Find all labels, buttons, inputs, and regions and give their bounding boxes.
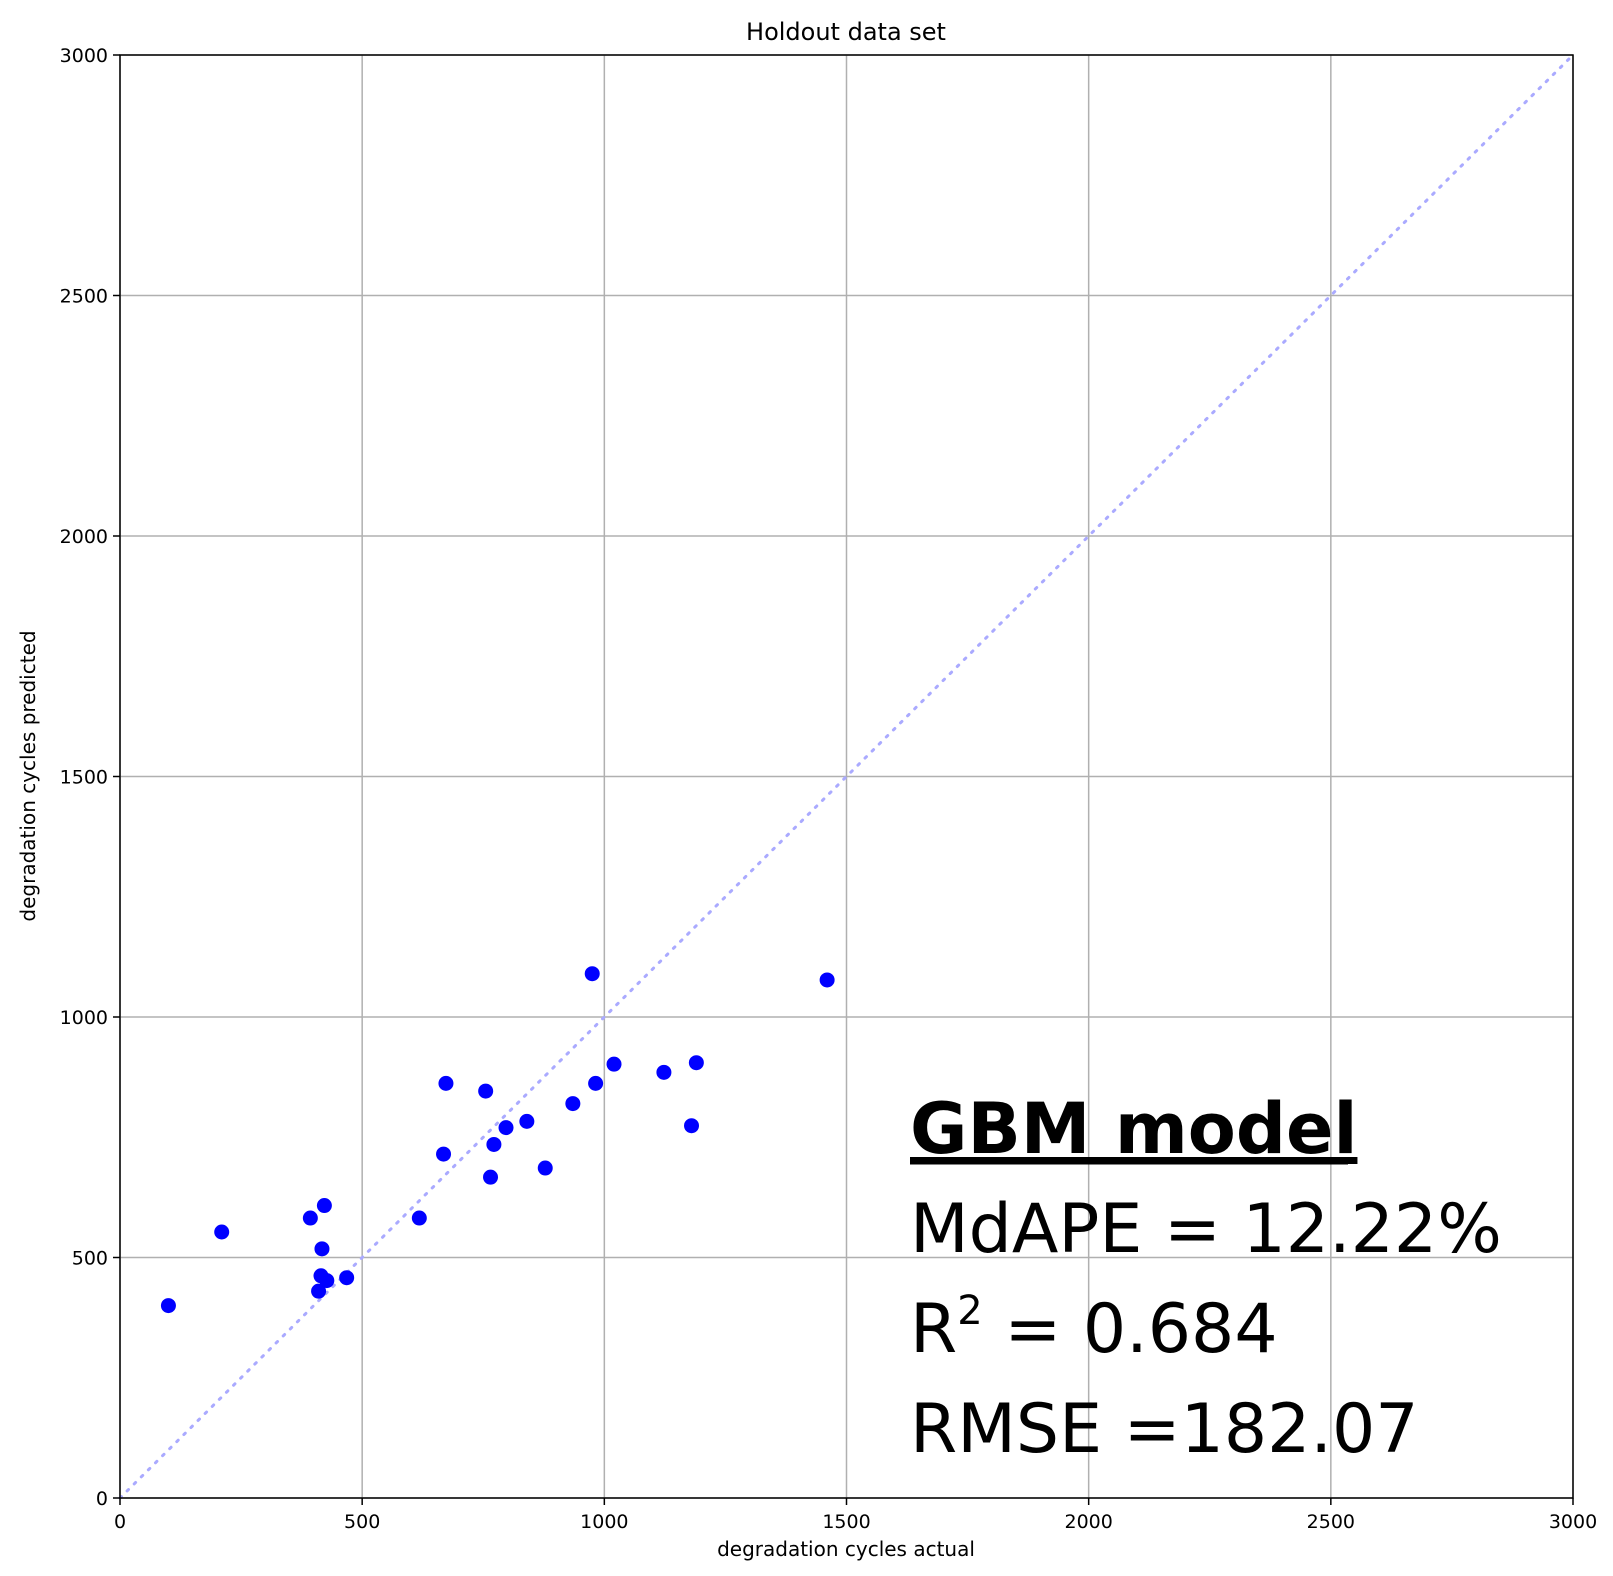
data-point: [478, 1083, 494, 1099]
data-point: [656, 1064, 672, 1080]
mdape-metric: MdAPE = 12.22%: [910, 1190, 1502, 1269]
x-axis-label: degradation cycles actual: [717, 1537, 975, 1561]
metrics-annotation: GBM model MdAPE = 12.22% R2 = 0.684 RMSE…: [910, 1088, 1502, 1469]
data-point: [565, 1096, 581, 1112]
data-point: [483, 1169, 499, 1185]
y-tick-label: 500: [72, 1248, 108, 1270]
data-points: [160, 966, 835, 1314]
y-tick-label: 1500: [60, 767, 108, 789]
data-point: [160, 1298, 176, 1314]
r2-value: = 0.684: [983, 1290, 1278, 1369]
data-point: [819, 972, 835, 988]
x-tick-label: 0: [114, 1511, 126, 1533]
r2-metric: R2 = 0.684: [910, 1288, 1278, 1369]
data-point: [311, 1283, 327, 1299]
rmse-metric: RMSE =182.07: [910, 1390, 1419, 1469]
x-tick-label: 1000: [580, 1511, 628, 1533]
y-tick-label: 0: [96, 1488, 108, 1510]
y-tick-label: 1000: [60, 1007, 108, 1029]
x-tick-label: 500: [344, 1511, 380, 1533]
y-tick-label: 3000: [60, 45, 108, 67]
data-point: [606, 1056, 622, 1072]
y-axis-ticks: 0 500 1000 1500 2000 2500 3000: [60, 45, 120, 1510]
x-axis-ticks: 0 500 1000 1500 2000 2500 3000: [114, 1498, 1597, 1533]
data-point: [214, 1224, 230, 1240]
y-tick-label: 2000: [60, 526, 108, 548]
model-name-heading: GBM model: [910, 1088, 1357, 1170]
data-point: [498, 1120, 514, 1136]
data-point: [486, 1136, 502, 1152]
x-tick-label: 1500: [822, 1511, 870, 1533]
data-point: [411, 1210, 427, 1226]
data-point: [316, 1198, 332, 1214]
y-tick-label: 2500: [60, 286, 108, 308]
data-point: [438, 1075, 454, 1091]
data-point: [588, 1075, 604, 1091]
x-tick-label: 3000: [1549, 1511, 1597, 1533]
data-point: [302, 1210, 318, 1226]
data-point: [519, 1113, 535, 1129]
r2-symbol: R: [910, 1290, 957, 1369]
r2-superscript: 2: [957, 1288, 982, 1334]
chart-title: Holdout data set: [746, 18, 946, 46]
x-tick-label: 2000: [1064, 1511, 1112, 1533]
data-point: [688, 1055, 704, 1071]
data-point: [339, 1270, 355, 1286]
data-point: [314, 1241, 330, 1257]
data-point: [684, 1118, 700, 1134]
data-point: [436, 1146, 452, 1162]
reference-line: [118, 53, 1575, 1500]
x-tick-label: 2500: [1307, 1511, 1355, 1533]
y-axis-label: degradation cycles predicted: [16, 630, 40, 921]
data-point: [319, 1273, 335, 1289]
data-point: [584, 966, 600, 982]
data-point: [537, 1160, 553, 1176]
